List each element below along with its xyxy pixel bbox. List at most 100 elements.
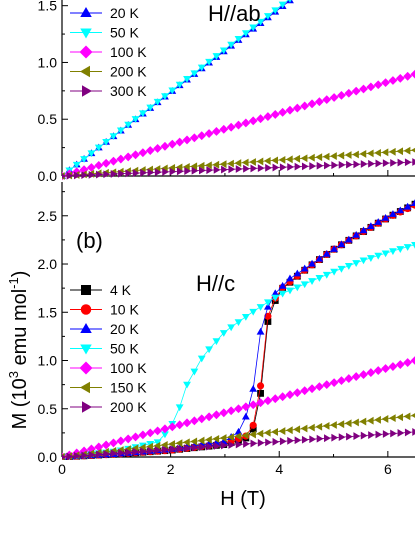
data-point: [286, 287, 294, 295]
data-point: [308, 278, 316, 285]
legend-marker: [80, 381, 90, 394]
x-tick-label: 2: [167, 461, 175, 477]
data-point: [368, 431, 375, 439]
data-point: [118, 169, 125, 178]
data-point: [190, 437, 198, 446]
y-tick-label: 0.5: [38, 401, 58, 417]
data-point: [359, 84, 368, 94]
data-point: [256, 398, 265, 408]
data-point: [263, 112, 273, 122]
data-point: [219, 124, 229, 134]
data-point: [212, 127, 221, 136]
data-point: [212, 53, 221, 60]
data-point: [344, 419, 352, 428]
data-point: [322, 380, 332, 390]
data-point: [388, 414, 396, 423]
data-point: [80, 156, 88, 163]
panel-b-hc: 0.0 0.5 1.0 1.5 2.0 2.5 0 2 4 6 4 K 10 K 20 K 50 K 100…: [38, 182, 415, 477]
data-point: [346, 160, 353, 169]
data-point: [388, 147, 396, 156]
data-point: [395, 360, 405, 369]
data-point: [175, 163, 183, 172]
data-point: [243, 440, 250, 448]
data-point: [154, 446, 162, 455]
data-point: [331, 433, 339, 442]
data-point: [161, 431, 169, 439]
legend-marker: [81, 285, 91, 295]
data-point: [226, 122, 236, 132]
data-point: [278, 290, 287, 298]
data-point: [249, 384, 258, 392]
data-point: [191, 443, 199, 452]
legend-label: 200 K: [110, 399, 147, 415]
data-point: [389, 210, 397, 217]
data-point: [206, 166, 214, 175]
panel-a-hab: 0.0 0.5 1.0 1.5 20 K 50 K 100 K 200 K 300 K H//ab: [38, 0, 415, 184]
y-tick-label: 0.5: [38, 111, 58, 127]
data-point: [205, 161, 212, 170]
y-tick-label: 2.0: [38, 256, 58, 272]
data-point: [197, 414, 207, 424]
data-point: [359, 370, 368, 380]
data-point: [154, 168, 162, 177]
data-point: [96, 450, 103, 459]
data-point: [227, 433, 234, 442]
data-point: [256, 429, 264, 438]
x-tick-label: 4: [275, 461, 283, 477]
data-point: [264, 302, 272, 310]
data-point: [263, 396, 273, 406]
data-point: [403, 412, 411, 421]
data-point: [381, 250, 390, 258]
data-point: [366, 255, 375, 262]
data-point: [94, 442, 104, 452]
legend-marker: [80, 344, 92, 355]
data-point: [322, 152, 330, 161]
data-point: [374, 252, 383, 260]
data-point: [278, 107, 288, 117]
data-point: [138, 443, 146, 452]
data-point: [410, 356, 415, 365]
data-point: [248, 400, 258, 410]
data-point: [191, 166, 199, 175]
data-point: [301, 162, 309, 171]
data-point: [286, 274, 294, 282]
data-point: [145, 146, 155, 155]
data-point: [153, 439, 162, 447]
legend-label: 100 K: [110, 44, 147, 60]
data-point: [116, 127, 125, 135]
data-point: [175, 81, 184, 89]
data-point: [411, 199, 415, 206]
data-point: [256, 157, 264, 166]
x-tick-label: 0: [58, 461, 66, 477]
data-point: [160, 141, 170, 151]
data-point: [204, 412, 214, 422]
x-axis-label: H (T): [220, 488, 266, 510]
data-point: [382, 430, 390, 438]
data-point: [294, 162, 302, 171]
legend-label: 10 K: [110, 302, 139, 318]
data-point: [330, 245, 339, 252]
data-point: [359, 226, 368, 234]
data-point: [62, 173, 67, 179]
data-point: [344, 151, 352, 159]
data-point: [285, 390, 295, 400]
data-point: [234, 120, 243, 130]
data-point: [249, 430, 256, 439]
data-point: [265, 163, 272, 172]
data-point: [257, 389, 264, 397]
data-point: [344, 263, 353, 270]
data-point: [331, 161, 339, 170]
data-point: [279, 437, 287, 446]
data-point: [374, 415, 381, 424]
data-point: [278, 392, 288, 402]
data-point: [249, 421, 257, 429]
data-point: [322, 249, 331, 257]
data-point: [346, 432, 353, 441]
data-point: [123, 434, 133, 444]
y-tick-label: 2.5: [38, 208, 58, 224]
data-point: [294, 436, 302, 445]
y-tick-label: 1.0: [38, 54, 58, 70]
data-point: [264, 318, 272, 325]
data-point: [397, 429, 405, 437]
data-point: [212, 160, 220, 169]
